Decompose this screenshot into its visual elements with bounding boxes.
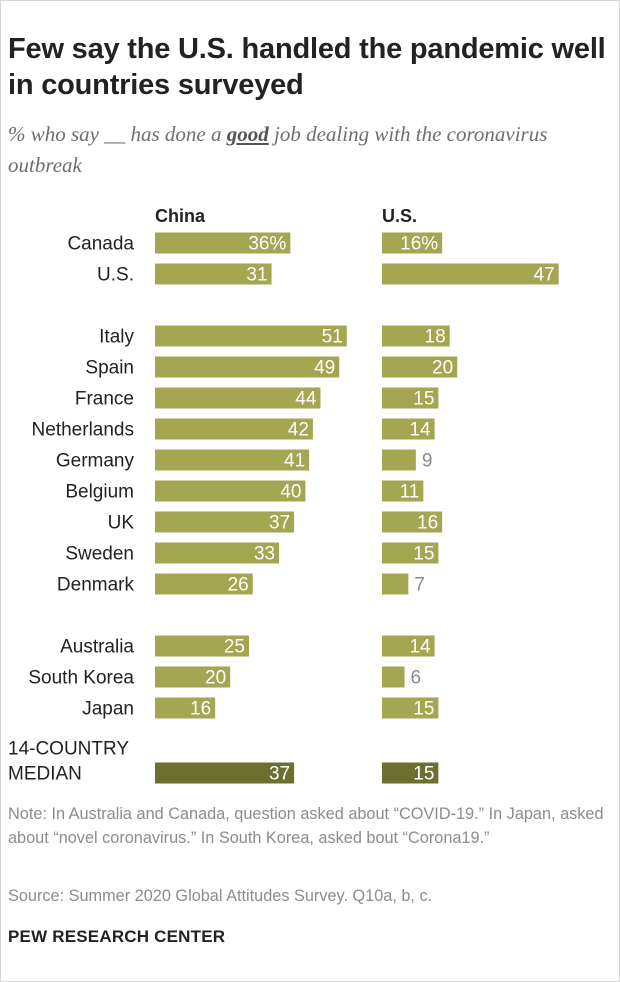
bar	[155, 573, 253, 595]
chart-subtitle: % who say __ has done a good job dealing…	[8, 119, 608, 181]
bar	[155, 263, 272, 285]
bar-value-label: 16	[417, 513, 438, 534]
footer-brand: PEW RESEARCH CENTER	[8, 927, 226, 946]
category-label-line: 14-COUNTRY	[8, 739, 129, 760]
category-label: South Korea	[28, 668, 134, 689]
bar	[155, 232, 291, 254]
bar-value-label: 20	[432, 358, 453, 379]
category-label: Japan	[82, 699, 134, 720]
category-label: Italy	[99, 327, 134, 348]
bar-value-label: 33	[254, 544, 275, 565]
bar-value-label: 44	[295, 389, 317, 410]
bar-value-label: 16	[190, 699, 211, 720]
median-bar	[155, 762, 295, 784]
bar-value-label: 9	[422, 451, 433, 472]
bar-value-label: 6	[411, 668, 422, 689]
bar-value-label: 20	[205, 668, 226, 689]
category-label-line: MEDIAN	[8, 764, 82, 785]
bar-value-label: 15	[413, 764, 434, 785]
median-bar	[382, 762, 439, 784]
bar	[382, 418, 435, 440]
bar-value-label: 49	[314, 358, 335, 379]
bar	[382, 697, 439, 719]
bar-value-label: 26	[228, 575, 249, 596]
bar	[155, 418, 313, 440]
bar-value-label: 51	[322, 327, 343, 348]
category-label: Denmark	[57, 575, 135, 596]
bar-value-label: 15	[413, 389, 434, 410]
bar	[155, 449, 310, 471]
bar	[382, 449, 416, 471]
bar-chart: China U.S. Canada 36% 16% U.S. 31 47 Italy 51 18 Sp…	[8, 206, 559, 785]
bar-value-label: 31	[246, 265, 267, 286]
bar	[155, 387, 321, 409]
bar	[155, 325, 347, 347]
subtitle-text-after: job dealing with the coronavirus outbrea…	[8, 122, 548, 177]
bar-value-label: 47	[534, 265, 555, 286]
chart-source: Source: Summer 2020 Global Attitudes Sur…	[8, 887, 433, 905]
bar-value-label: 18	[425, 327, 446, 348]
bar	[155, 542, 280, 564]
bar-value-label: 37	[269, 764, 290, 785]
bar-value-label: 16%	[400, 234, 438, 255]
bar-value-label: 37	[269, 513, 290, 534]
bar-value-label: 15	[413, 699, 434, 720]
category-label: France	[75, 389, 134, 410]
bar-value-label: 14	[409, 420, 431, 441]
chart-note: Note: In Australia and Canada, question …	[8, 805, 604, 847]
bar-value-label: 7	[414, 575, 425, 596]
bar	[382, 232, 443, 254]
bar	[155, 356, 340, 378]
category-label: Sweden	[65, 544, 134, 565]
category-label: Netherlands	[32, 420, 134, 441]
bar	[155, 697, 216, 719]
bar-value-label: 15	[413, 544, 434, 565]
bar	[155, 480, 306, 502]
bar-value-label: 41	[284, 451, 305, 472]
bar-value-label: 11	[400, 482, 420, 503]
category-label: U.S.	[97, 265, 134, 286]
bar	[382, 263, 559, 285]
bar-value-label: 25	[224, 637, 245, 658]
bar	[155, 511, 295, 533]
category-label: Spain	[85, 358, 134, 379]
bar	[382, 666, 405, 688]
bar	[382, 635, 435, 657]
bar	[155, 666, 231, 688]
bar	[382, 511, 443, 533]
category-label: Canada	[67, 234, 134, 255]
bar	[382, 325, 450, 347]
series-header-1: U.S.	[382, 206, 417, 226]
category-label: Germany	[56, 451, 135, 472]
bar	[382, 573, 409, 595]
bar	[382, 480, 424, 502]
bar	[382, 356, 458, 378]
bar-value-label: 42	[288, 420, 309, 441]
bar-value-label: 40	[280, 482, 301, 503]
subtitle-emphasis: good	[226, 122, 269, 146]
subtitle-text-before: % who say __ has done a	[8, 122, 227, 146]
bar	[382, 387, 439, 409]
bar	[382, 542, 439, 564]
bar	[155, 635, 249, 657]
category-label: UK	[108, 513, 135, 534]
category-label: Australia	[60, 637, 134, 658]
bar-value-label: 36%	[248, 234, 286, 255]
category-label: Belgium	[65, 482, 134, 503]
bar-value-label: 14	[409, 637, 431, 658]
chart-title: Few say the U.S. handled the pandemic we…	[8, 33, 606, 101]
series-header-0: China	[155, 206, 206, 226]
